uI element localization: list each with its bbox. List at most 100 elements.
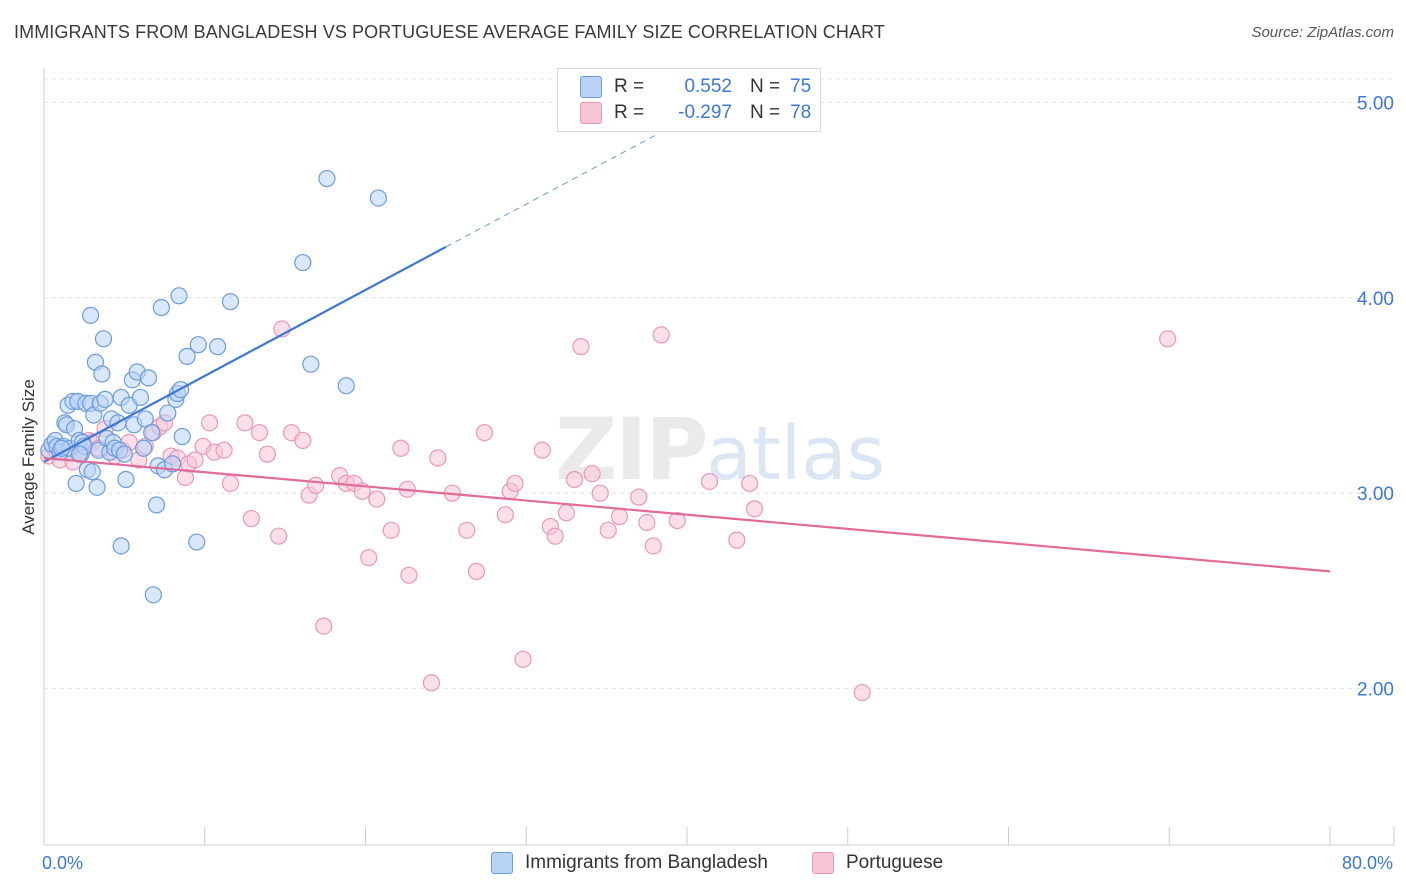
data-point-bangladesh	[96, 390, 114, 408]
data-point-portuguese	[700, 472, 719, 491]
data-point-bangladesh	[294, 253, 312, 272]
data-point-portuguese	[546, 527, 564, 545]
data-point-portuguese	[270, 527, 288, 545]
legend-n-label: N =	[750, 102, 781, 123]
data-point-bangladesh	[88, 478, 106, 496]
grid-lines	[44, 78, 1394, 690]
legend-swatch-pink	[580, 102, 602, 124]
tick-labels: 2.00 3.00 4.00 5.00 0.0% 80.0%	[42, 93, 1394, 873]
data-point-portuguese	[215, 441, 233, 459]
chart-title: IMMIGRANTS FROM BANGLADESH VS PORTUGUESE…	[14, 22, 885, 42]
data-point-bangladesh	[143, 424, 161, 442]
legend-item-bangladesh: Immigrants from Bangladesh	[491, 852, 768, 874]
trend-line-portuguese	[43, 456, 1331, 573]
data-point-portuguese	[250, 424, 269, 442]
data-point-bangladesh	[189, 336, 207, 354]
data-point-bangladesh	[337, 377, 355, 395]
data-point-bangladesh	[209, 338, 227, 356]
data-point-portuguese	[565, 470, 584, 489]
data-point-bangladesh	[178, 347, 196, 365]
data-point-portuguese	[258, 445, 277, 463]
trend-line-bangladesh-extension	[445, 135, 656, 248]
data-point-portuguese	[315, 617, 333, 635]
data-point-bangladesh	[135, 439, 153, 457]
data-point-portuguese	[741, 474, 759, 493]
data-point-portuguese	[382, 521, 400, 539]
axes	[43, 68, 1395, 846]
data-point-bangladesh	[164, 455, 182, 473]
data-point-portuguese	[186, 451, 204, 469]
data-point-portuguese	[467, 562, 486, 580]
data-point-bangladesh	[93, 365, 111, 383]
data-point-portuguese	[644, 537, 662, 555]
data-point-portuguese	[360, 549, 378, 567]
data-point-portuguese	[599, 521, 617, 539]
data-point-portuguese	[853, 683, 871, 702]
series-legend: Immigrants from Bangladesh Portuguese	[0, 852, 1406, 878]
legend-r-value: -0.297	[678, 102, 732, 123]
legend-item-portuguese: Portuguese	[812, 852, 943, 874]
data-point-portuguese	[221, 474, 240, 493]
data-point-portuguese	[745, 500, 764, 518]
data-point-bangladesh	[112, 537, 130, 555]
data-point-portuguese	[638, 513, 656, 532]
data-point-bangladesh	[131, 388, 150, 407]
data-point-portuguese	[496, 506, 514, 524]
data-point-bangladesh	[221, 293, 240, 311]
legend-label-portuguese: Portuguese	[846, 852, 944, 873]
trend-lines	[43, 135, 1331, 573]
data-point-portuguese	[200, 414, 219, 432]
data-point-bangladesh	[152, 298, 170, 317]
data-point-portuguese	[458, 521, 476, 539]
data-point-bangladesh	[159, 404, 177, 422]
data-point-portuguese	[1159, 330, 1177, 348]
legend-n-value: 78	[790, 102, 812, 123]
legend-n-value: 75	[790, 76, 812, 97]
legend-swatch-pink	[812, 852, 834, 874]
data-point-bangladesh	[115, 445, 133, 463]
legend-label-bangladesh: Immigrants from Bangladesh	[525, 852, 768, 873]
y-tick-label: 3.00	[1357, 484, 1394, 505]
data-point-bangladesh	[302, 355, 320, 373]
data-point-bangladesh	[67, 474, 85, 493]
data-point-bangladesh	[369, 189, 387, 207]
correlation-legend: R = 0.552 N = 75 R = -0.297 N = 78	[557, 68, 821, 132]
legend-swatch-blue	[580, 76, 602, 98]
data-point-portuguese	[506, 474, 524, 493]
data-point-portuguese	[368, 490, 386, 508]
data-point-bangladesh	[94, 330, 113, 348]
data-point-bangladesh	[144, 586, 162, 604]
data-point-portuguese	[475, 424, 494, 442]
data-point-bangladesh	[139, 369, 158, 387]
data-point-bangladesh	[173, 427, 191, 446]
data-point-portuguese	[557, 504, 576, 522]
data-point-portuguese	[591, 484, 609, 502]
data-point-bangladesh	[83, 463, 101, 481]
data-point-portuguese	[668, 511, 686, 530]
data-point-portuguese	[242, 510, 260, 528]
data-point-portuguese	[652, 326, 670, 344]
data-point-portuguese	[514, 650, 532, 668]
legend-row-portuguese: R = -0.297 N = 78	[580, 101, 811, 125]
x-tick-label-min: 0.0%	[42, 853, 83, 873]
data-point-bangladesh	[147, 496, 166, 514]
data-point-portuguese	[422, 674, 441, 692]
legend-r-value: 0.552	[684, 76, 732, 97]
data-point-portuguese	[294, 431, 312, 450]
source-label: Source: ZipAtlas.com	[1251, 24, 1394, 41]
x-tick-label-max: 80.0%	[1342, 853, 1393, 873]
data-point-bangladesh	[82, 306, 100, 324]
series-bangladesh-points	[40, 169, 387, 604]
data-point-bangladesh	[318, 169, 336, 188]
legend-row-bangladesh: R = 0.552 N = 75	[580, 75, 811, 99]
legend-n-label: N =	[750, 76, 781, 97]
data-point-bangladesh	[188, 533, 206, 551]
y-axis-label: Average Family Size	[19, 379, 38, 535]
data-point-portuguese	[429, 449, 447, 467]
data-point-portuguese	[572, 338, 590, 356]
data-point-portuguese	[630, 488, 648, 506]
data-point-portuguese	[400, 566, 418, 584]
series-portuguese-points	[40, 320, 1177, 702]
trend-line-bangladesh	[43, 245, 447, 463]
